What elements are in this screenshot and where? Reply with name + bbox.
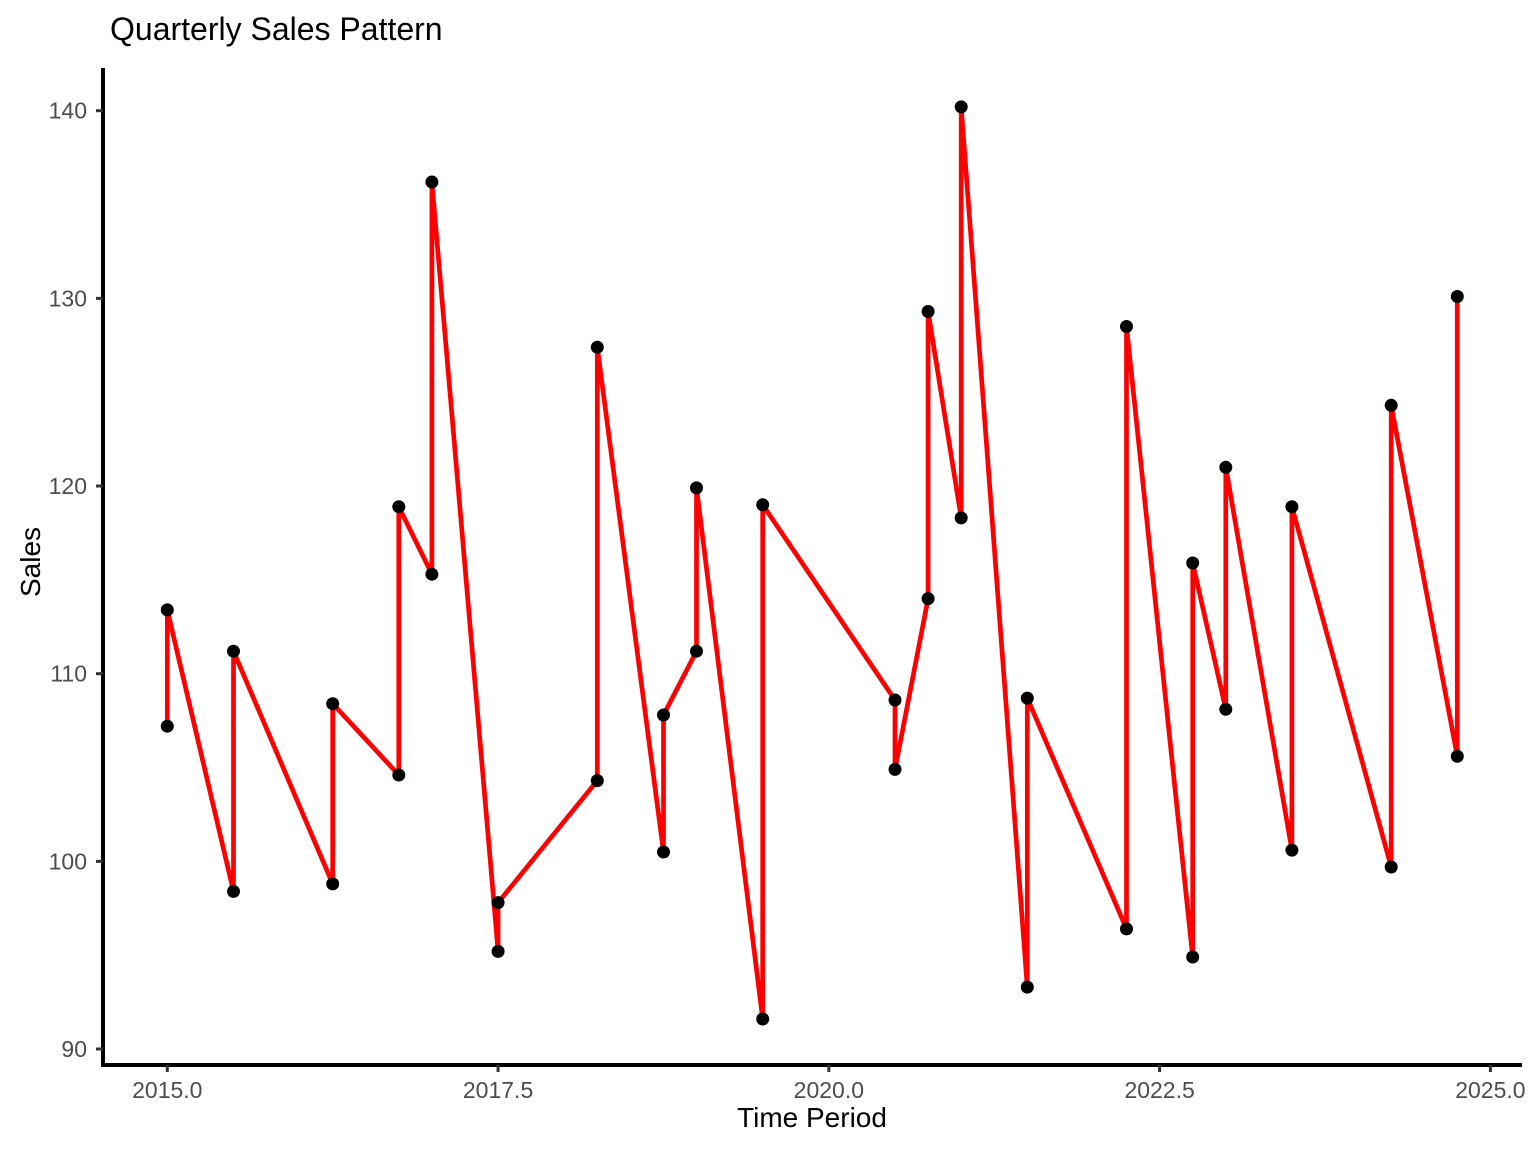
data-point xyxy=(160,719,174,733)
data-point xyxy=(227,644,240,658)
data-point xyxy=(491,896,505,910)
data-point xyxy=(1020,691,1034,705)
data-point xyxy=(921,305,935,318)
data-point xyxy=(888,693,902,707)
chart-title: Quarterly Sales Pattern xyxy=(110,11,443,47)
y-axis-title: Sales xyxy=(15,527,46,597)
data-point xyxy=(590,774,604,788)
data-point xyxy=(954,511,968,525)
data-point xyxy=(1219,702,1233,716)
data-point xyxy=(227,884,240,898)
plot-area: 90 100 110 120 130 140 2015.0 2017.5 2020.0 2022.… xyxy=(49,68,1526,1103)
data-point xyxy=(326,697,340,711)
x-tick-label: 2017.5 xyxy=(463,1077,533,1103)
data-point xyxy=(590,340,604,354)
y-tick-label: 120 xyxy=(49,473,87,499)
data-point xyxy=(425,175,439,189)
data-point xyxy=(392,768,406,782)
data-point xyxy=(1120,320,1133,333)
data-point xyxy=(1219,460,1233,474)
y-tick-label: 110 xyxy=(50,661,87,687)
data-point xyxy=(1450,290,1464,303)
data-point xyxy=(425,567,439,581)
data-point xyxy=(1285,843,1299,857)
x-tick-label: 2025.0 xyxy=(1455,1077,1525,1103)
data-point xyxy=(326,877,340,891)
data-point xyxy=(1384,860,1398,874)
data-point xyxy=(756,1012,770,1026)
data-point xyxy=(1186,950,1200,964)
data-point xyxy=(1384,398,1398,412)
data-point xyxy=(1450,749,1464,763)
data-point xyxy=(690,481,703,495)
data-point xyxy=(921,592,935,606)
data-point xyxy=(888,762,902,776)
data-point xyxy=(657,845,670,859)
y-tick-label: 90 xyxy=(61,1036,87,1062)
data-point xyxy=(1285,500,1299,514)
y-tick-label: 100 xyxy=(49,848,87,874)
axis-lines xyxy=(101,68,1522,1067)
data-point xyxy=(160,603,174,617)
data-point xyxy=(756,498,770,512)
x-tick-label: 2015.0 xyxy=(132,1077,202,1103)
data-point xyxy=(1186,556,1200,570)
data-point xyxy=(491,944,505,958)
data-point xyxy=(392,500,406,514)
data-point xyxy=(954,100,968,114)
series-line xyxy=(164,104,1460,1022)
x-axis-title: Time Period xyxy=(737,1102,887,1133)
y-tick-label: 130 xyxy=(49,285,87,311)
y-tick-label: 140 xyxy=(49,98,87,124)
x-tick-label: 2022.5 xyxy=(1124,1077,1194,1103)
data-point xyxy=(690,644,703,658)
data-point xyxy=(1120,922,1133,936)
data-point xyxy=(1020,980,1034,994)
x-tick-label: 2020.0 xyxy=(794,1077,864,1103)
data-point xyxy=(657,708,670,722)
